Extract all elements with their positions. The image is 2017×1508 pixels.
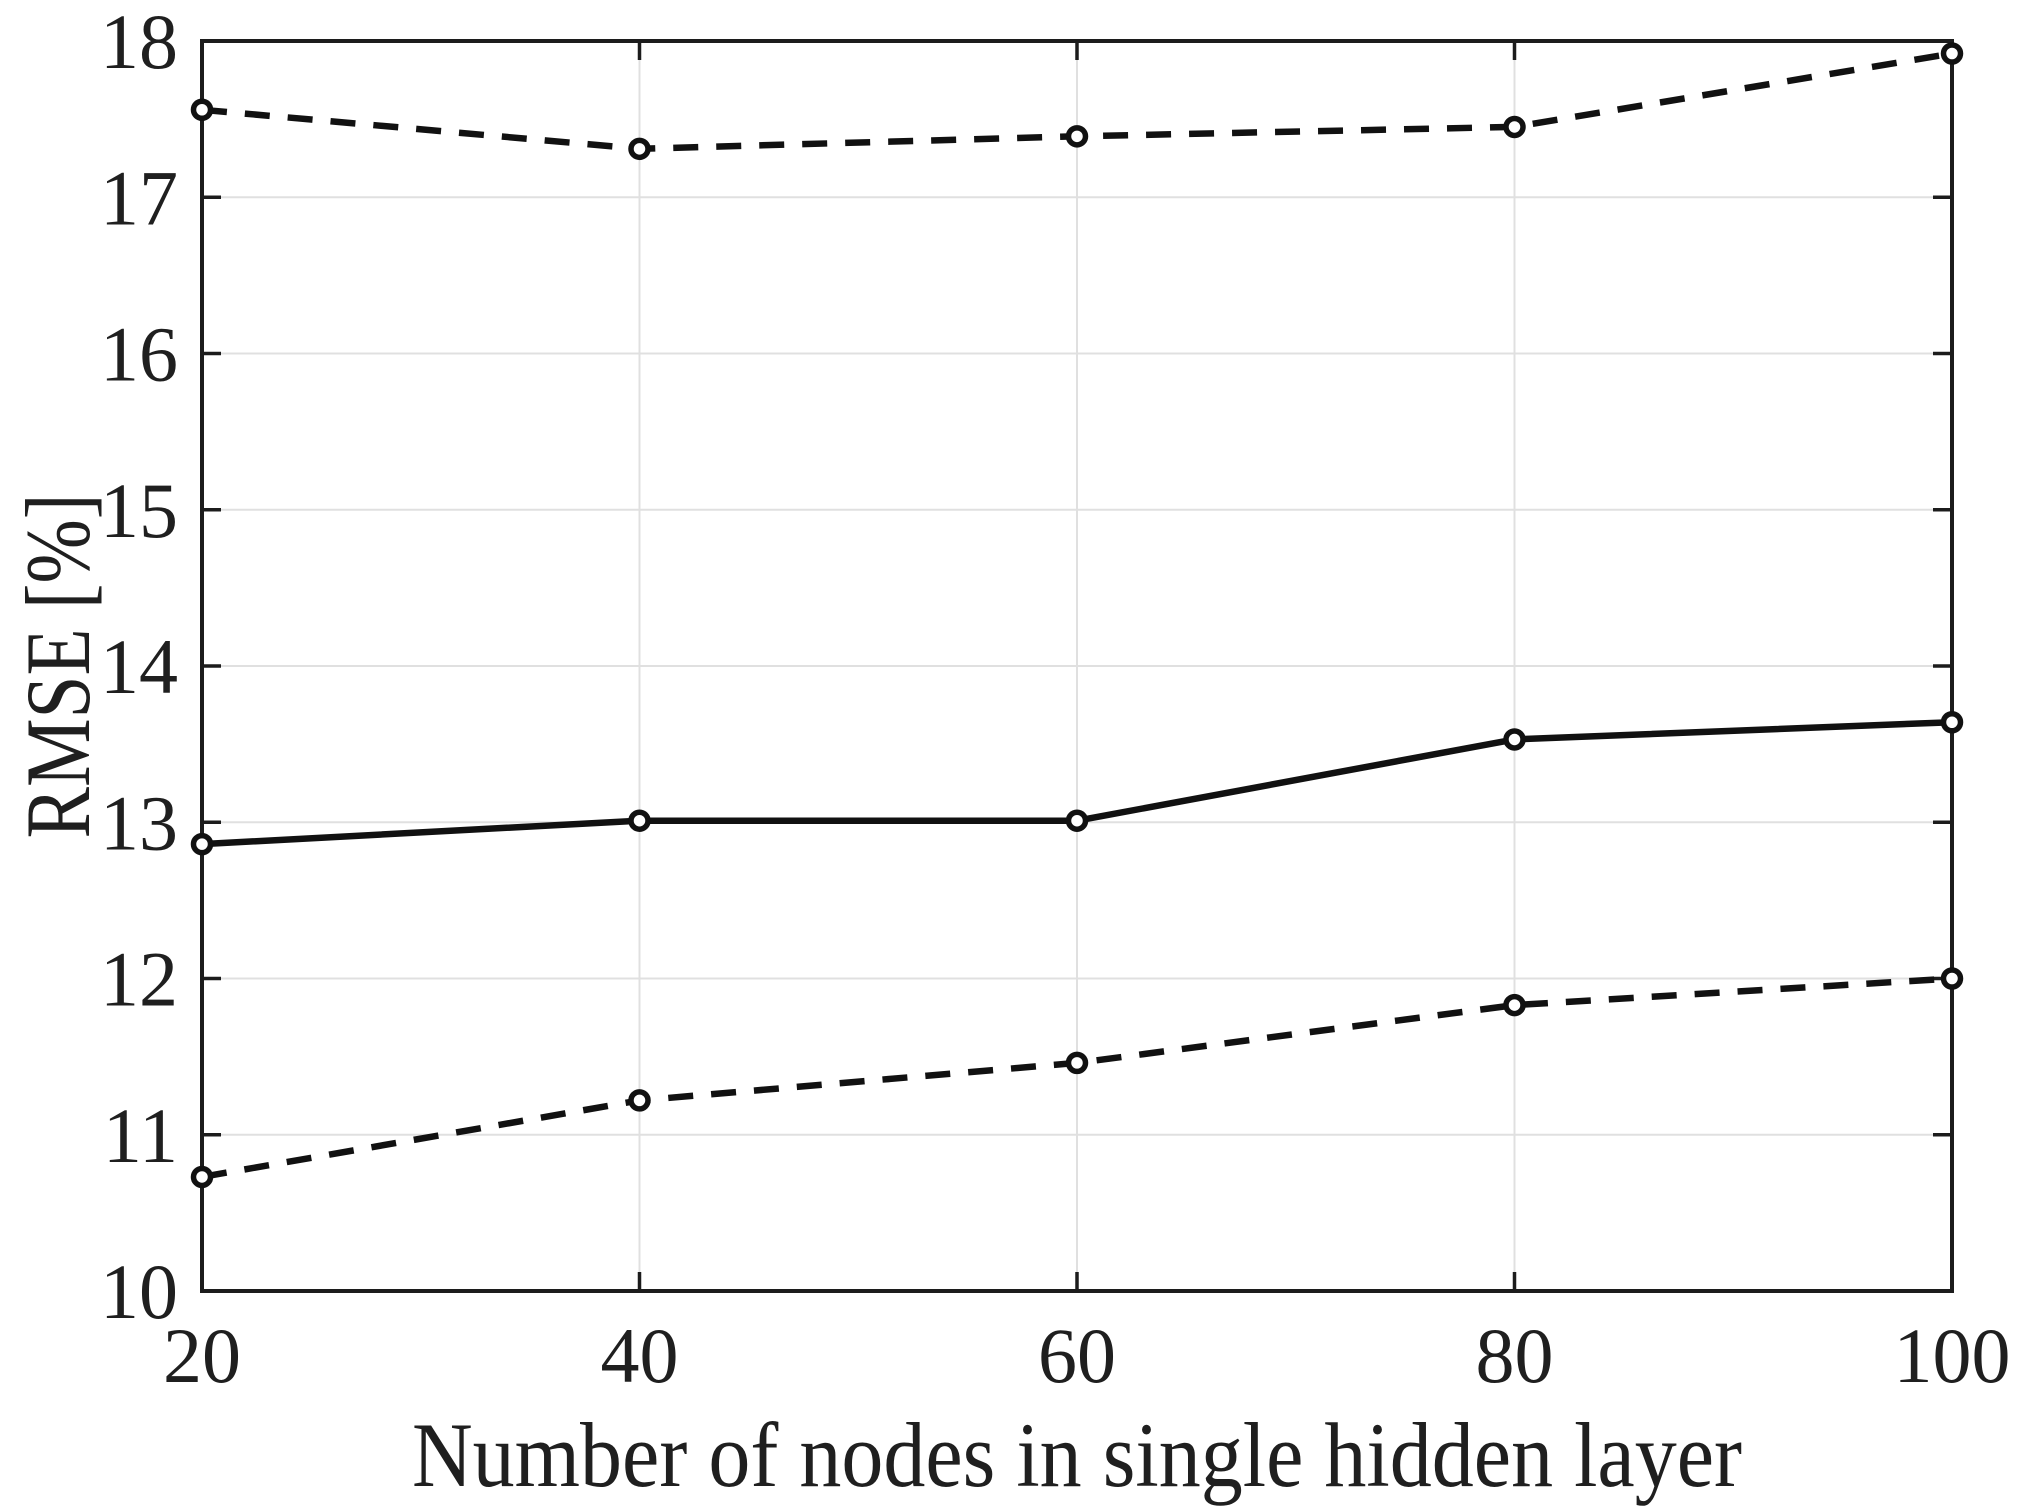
- y-tick-label: 16: [100, 311, 178, 398]
- data-point-marker-middle-solid-series: [1503, 728, 1526, 751]
- data-point-marker-lower-dashed-series: [1503, 993, 1526, 1017]
- data-point-marker-upper-dashed-series: [1940, 42, 1964, 65]
- x-tick-label: 80: [1476, 1312, 1554, 1399]
- data-point-marker-middle-solid-series: [628, 809, 651, 832]
- data-point-marker-lower-dashed-series: [628, 1089, 651, 1112]
- data-point-marker-lower-dashed-series: [190, 1165, 214, 1189]
- data-point-marker-middle-solid-series: [1065, 809, 1089, 832]
- y-tick-label: 15: [100, 467, 178, 554]
- x-tick-label: 40: [601, 1312, 679, 1399]
- y-tick-label: 13: [100, 779, 178, 866]
- x-tick-label: 60: [1038, 1312, 1116, 1399]
- data-point-marker-lower-dashed-series: [1065, 1051, 1089, 1075]
- y-tick-label: 11: [103, 1092, 178, 1179]
- data-point-marker-middle-solid-series: [190, 832, 214, 856]
- y-tick-label: 17: [100, 154, 178, 241]
- series-layer: [190, 42, 1964, 1189]
- data-point-marker-upper-dashed-series: [1065, 125, 1089, 148]
- data-point-marker-upper-dashed-series: [628, 137, 651, 161]
- y-tick-label: 10: [100, 1248, 178, 1335]
- x-tick-label: 100: [1894, 1312, 2011, 1399]
- y-tick-label: 12: [100, 936, 178, 1023]
- data-point-marker-upper-dashed-series: [190, 98, 214, 121]
- data-point-marker-upper-dashed-series: [1503, 115, 1526, 139]
- data-point-marker-lower-dashed-series: [1940, 967, 1964, 990]
- tick-label-layer: 20 40 60 80 100 10 11 12 13 14 15 16 17 18: [100, 0, 2011, 1399]
- y-tick-label: 14: [100, 623, 178, 710]
- y-tick-label: 18: [100, 0, 178, 85]
- data-point-marker-middle-solid-series: [1940, 711, 1964, 734]
- y-axis-label: RMSE [%]: [7, 494, 109, 839]
- x-tick-label: 20: [163, 1312, 241, 1399]
- grid-layer: [201, 40, 1953, 1292]
- x-axis-label: Number of nodes in single hidden layer: [412, 1404, 1742, 1506]
